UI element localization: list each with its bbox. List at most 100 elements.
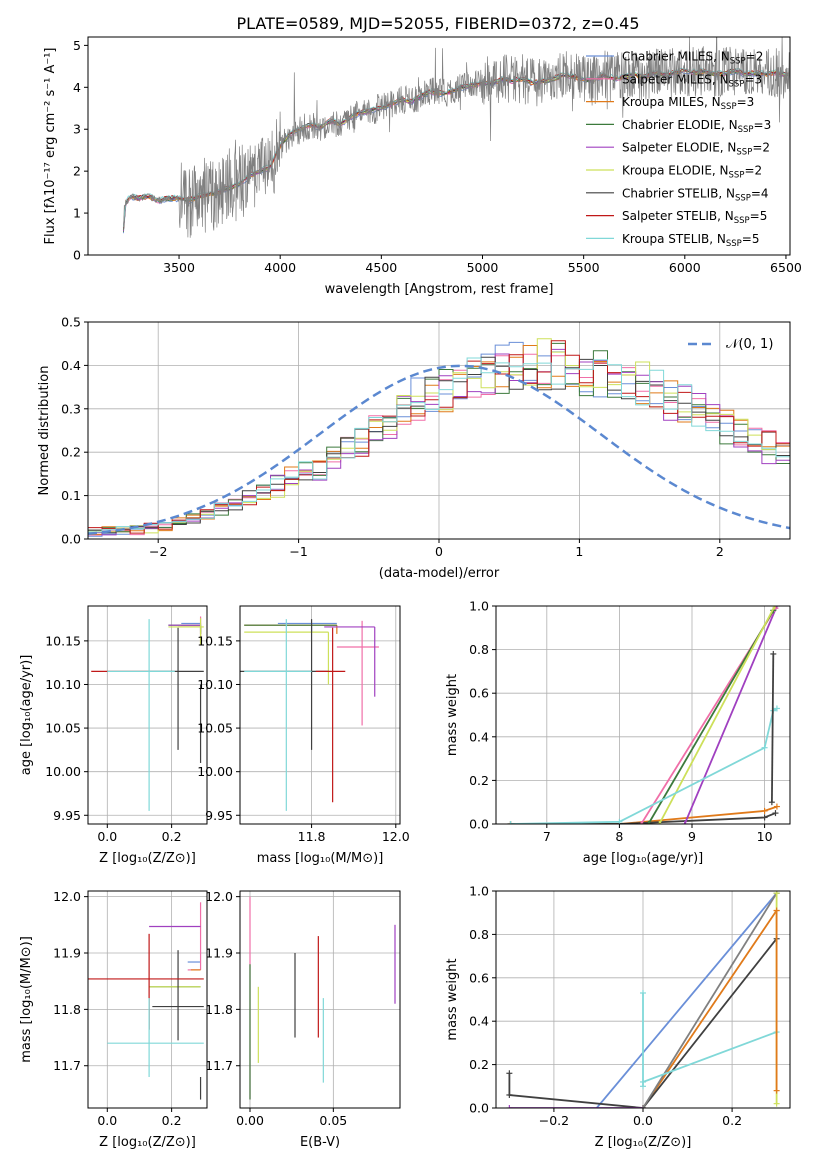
y-tick-label: 1.0 xyxy=(469,884,489,899)
y-tick-label: 11.8 xyxy=(53,1002,81,1017)
legend-entry: Chabrier MILES, NSSP=2 xyxy=(622,50,763,67)
error-bar-point xyxy=(336,620,379,726)
y-tick-label: 0.1 xyxy=(61,488,81,503)
residual-histogram xyxy=(88,356,790,534)
x-tick-label: 11.8 xyxy=(298,829,326,844)
grid xyxy=(88,606,207,824)
x-axis-label: Z [log₁₀(Z/Z⊙)] xyxy=(99,851,196,866)
legend: 𝒩(0, 1) xyxy=(688,337,773,352)
grid xyxy=(88,321,790,540)
y-tick-label: 0.4 xyxy=(469,1014,489,1029)
grid xyxy=(240,606,400,824)
y-axis-label: mass [log₁₀(M/M⊙)] xyxy=(19,936,34,1063)
x-tick-label: 12.0 xyxy=(382,829,410,844)
error-bar-point xyxy=(152,950,204,1041)
y-tick-label: 12.0 xyxy=(205,889,233,904)
spectrum-panel: 3500 4000 4500 5000 5500 6000 6500 0 1 2 3 4 5 wavele… xyxy=(43,36,802,297)
y-tick-label: 0.0 xyxy=(469,1101,489,1116)
weight-series xyxy=(640,989,646,1090)
plot-area xyxy=(88,902,204,1100)
y-tick-label: 12.0 xyxy=(53,889,81,904)
x-tick-label: 4500 xyxy=(365,260,397,275)
observed-spectrum-line xyxy=(123,37,790,238)
x-tick-label: 1 xyxy=(575,544,583,559)
y-tick-label: 10.15 xyxy=(45,633,81,648)
y-tick-label: 0.4 xyxy=(61,358,81,373)
mass-vs-ebv-panel: 0.00 0.05 11.7 11.8 11.9 12.0 E(B-V) xyxy=(205,889,401,1150)
y-tick-label: 11.9 xyxy=(53,946,81,961)
legend: Chabrier MILES, NSSP=2 Salpeter MILES, NS… xyxy=(586,50,771,249)
weight-vs-age-panel: 7 8 9 10 0.0 0.2 0.4 0.6 0.8 1.0 age [log₁₀(age/yr… xyxy=(445,599,791,866)
x-tick-label: 0.2 xyxy=(722,1113,742,1128)
y-tick-label: 0.5 xyxy=(61,315,81,330)
y-tick-label: 0.2 xyxy=(61,445,81,460)
error-bar-point xyxy=(324,626,376,697)
y-tick-label: 10.05 xyxy=(197,721,233,736)
y-tick-label: 10.10 xyxy=(197,677,233,692)
y-tick-label: 11.7 xyxy=(53,1058,81,1073)
axes-frame: 0.00 0.05 11.7 11.8 11.9 12.0 E(B-V) xyxy=(205,889,401,1150)
x-tick-label: 10 xyxy=(757,829,773,844)
y-tick-label: 1.0 xyxy=(469,599,489,614)
legend-entry: Salpeter ELODIE, NSSP=2 xyxy=(622,141,770,158)
y-tick-label: 4 xyxy=(73,80,81,95)
y-tick-label: 10.05 xyxy=(45,721,81,736)
weight-vs-z-panel: −0.2 0.0 0.2 0.0 0.2 0.4 0.6 0.8 1.0 Z [log₁₀(Z/Z… xyxy=(445,884,791,1150)
x-tick-label: −1 xyxy=(289,544,307,559)
error-bar-point xyxy=(107,998,204,1077)
age-vs-mass-panel: 11.8 12.0 9.95 10.00 10.05 10.10 10.15 mass [lo… xyxy=(197,605,410,866)
x-tick-label: 5000 xyxy=(467,260,499,275)
x-axis-label: Z [log₁₀(Z/Z⊙)] xyxy=(99,1135,196,1150)
age-vs-z-panel: 0.0 0.2 9.95 10.00 10.05 10.10 10.15 Z [log₁₀(Z… xyxy=(19,605,208,866)
x-tick-label: 0.00 xyxy=(236,1113,264,1128)
y-tick-label: 0.6 xyxy=(469,970,489,985)
x-tick-label: 4000 xyxy=(264,260,296,275)
x-tick-label: −0.2 xyxy=(539,1113,569,1128)
x-tick-label: 6000 xyxy=(669,260,701,275)
x-tick-label: 7 xyxy=(543,829,551,844)
y-tick-label: 10.00 xyxy=(197,764,233,779)
y-tick-label: 0.6 xyxy=(469,686,489,701)
y-tick-label: 1 xyxy=(73,206,81,221)
y-axis-label: Flux [fλ10⁻¹⁷ erg cm⁻² s⁻¹ A⁻¹] xyxy=(43,48,58,245)
y-tick-label: 0.4 xyxy=(469,729,489,744)
weight-series xyxy=(773,907,780,1094)
x-tick-label: 3500 xyxy=(163,260,195,275)
x-axis-label: mass [log₁₀(M/M⊙)] xyxy=(257,851,384,866)
y-tick-label: 0.8 xyxy=(469,927,489,942)
x-tick-label: 0.0 xyxy=(633,1113,653,1128)
y-axis-label: Normed distribution xyxy=(37,366,52,496)
y-tick-label: 0.0 xyxy=(61,532,81,547)
y-tick-label: 11.9 xyxy=(205,946,233,961)
x-tick-label: 0.2 xyxy=(162,829,182,844)
y-tick-label: 0.2 xyxy=(469,773,489,788)
axes-frame: −2 −1 0 1 2 0.0 0.1 0.2 0.3 0.4 0.5 (data-model)/er… xyxy=(37,315,791,581)
weight-series xyxy=(681,606,780,824)
y-axis-label: mass weight xyxy=(445,958,460,1040)
plot-area xyxy=(249,896,396,1100)
x-tick-label: 0.0 xyxy=(97,829,117,844)
axes-frame: 3500 4000 4500 5000 5500 6000 6500 0 1 2 3 4 5 wavele… xyxy=(43,36,802,297)
legend-entry: Chabrier STELIB, NSSP=4 xyxy=(622,186,769,203)
y-axis-label: mass weight xyxy=(445,674,460,756)
x-tick-label: 0 xyxy=(435,544,443,559)
legend-entry: Salpeter MILES, NSSP=3 xyxy=(622,72,762,89)
y-tick-label: 10.10 xyxy=(45,677,81,692)
x-tick-label: 2 xyxy=(716,544,724,559)
x-tick-label: 6500 xyxy=(770,260,802,275)
axes-frame: 11.8 12.0 9.95 10.00 10.05 10.10 10.15 mass [lo… xyxy=(197,605,410,866)
x-tick-label: 9 xyxy=(688,829,696,844)
error-bar-point xyxy=(244,619,312,811)
plot-area xyxy=(88,338,790,537)
x-tick-label: 5500 xyxy=(568,260,600,275)
plot-area xyxy=(507,606,780,824)
weight-series xyxy=(640,891,780,1108)
mass-vs-z-panel: 0.0 0.2 11.7 11.8 11.9 12.0 Z [log₁₀(Z/Z⊙)] mas… xyxy=(19,889,208,1150)
plot-area xyxy=(240,619,379,811)
grid xyxy=(496,605,790,825)
error-bar-point xyxy=(107,619,175,811)
y-tick-label: 3 xyxy=(73,122,81,137)
x-axis-label: E(B-V) xyxy=(300,1135,340,1150)
weight-series xyxy=(640,1029,780,1085)
